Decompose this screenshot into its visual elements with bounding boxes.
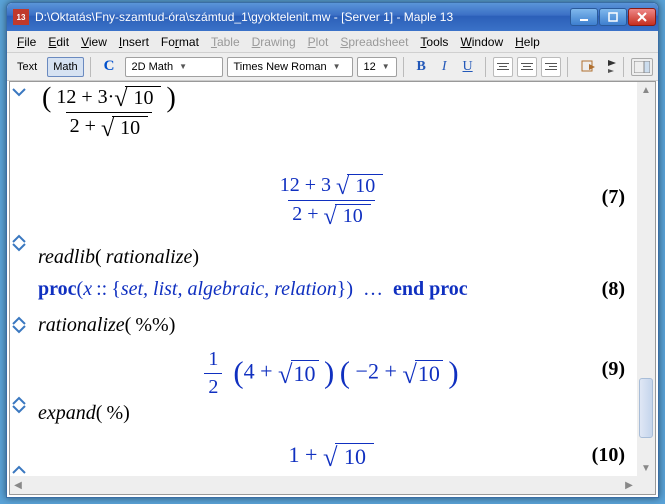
chevron-down-icon: ▼: [333, 62, 341, 71]
input-readlib[interactable]: readlib( rationalize): [38, 246, 199, 269]
section-marker-icon[interactable]: [12, 464, 26, 476]
font-family-label: Times New Roman: [234, 61, 327, 73]
play-icon[interactable]: [607, 59, 617, 67]
align-left-button[interactable]: [493, 57, 513, 77]
horizontal-scrollbar[interactable]: ◀ ▶: [10, 476, 637, 494]
menubar: File Edit View Insert Format Table Drawi…: [7, 31, 658, 53]
bold-button[interactable]: B: [411, 57, 432, 77]
align-right-button[interactable]: [541, 57, 561, 77]
separator: [90, 57, 92, 77]
play-small-icon[interactable]: [607, 67, 617, 75]
section-marker-icon[interactable]: [12, 86, 26, 98]
mode-math-button[interactable]: Math: [47, 57, 83, 77]
style-c-button[interactable]: C: [98, 57, 121, 77]
gutter: [10, 82, 30, 476]
document-body: ( 12 + 3·√ 10 ) 2 + √ 10 12 + 3 √ 10: [34, 82, 629, 476]
output-10: 1 + √ 10: [34, 442, 629, 470]
chevron-down-icon: ▼: [179, 62, 187, 71]
font-size-label: 12: [364, 61, 376, 73]
step-buttons: [607, 59, 617, 75]
section-marker-icon[interactable]: [12, 316, 26, 328]
menu-file[interactable]: File: [11, 33, 42, 51]
menu-tools[interactable]: Tools: [414, 33, 454, 51]
output-9: 1 2 (4 + √10 ) ( −2 + √10 ): [34, 348, 629, 399]
font-size-combo[interactable]: 12 ▼: [357, 57, 397, 77]
titlebar: 13 D:\Oktatás\Fny-szamtud-óra\számtud_1\…: [7, 3, 658, 31]
scroll-up-icon[interactable]: ▲: [637, 82, 655, 98]
align-center-button[interactable]: [517, 57, 537, 77]
chevron-down-icon: ▼: [382, 62, 390, 71]
number: 10: [133, 87, 153, 109]
minimize-button[interactable]: [570, 8, 598, 26]
toolbar: Text Math C 2D Math ▼ Times New Roman ▼ …: [7, 53, 658, 81]
section-marker-icon[interactable]: [12, 396, 26, 408]
scroll-left-icon[interactable]: ◀: [10, 476, 26, 494]
style-combo-label: 2D Math: [132, 61, 174, 73]
menu-plot: Plot: [302, 33, 335, 51]
number: 2: [70, 115, 80, 137]
scroll-right-icon[interactable]: ▶: [621, 476, 637, 494]
maximize-button[interactable]: [599, 8, 627, 26]
output-7: 12 + 3 √ 10 2 + √ 10: [34, 174, 629, 228]
input-expand[interactable]: expand( %): [38, 402, 130, 425]
worksheet[interactable]: ( 12 + 3·√ 10 ) 2 + √ 10 12 + 3 √ 10: [10, 82, 637, 476]
number: 3: [98, 86, 108, 108]
menu-insert[interactable]: Insert: [113, 33, 155, 51]
menu-view[interactable]: View: [75, 33, 113, 51]
number: 10: [120, 117, 140, 139]
italic-button[interactable]: I: [436, 57, 453, 77]
number: 12: [56, 86, 76, 108]
separator: [485, 57, 487, 77]
underline-button[interactable]: U: [457, 57, 479, 77]
window-buttons: [569, 8, 656, 26]
menu-window[interactable]: Window: [454, 33, 509, 51]
panel-toggle-button[interactable]: [631, 58, 653, 76]
menu-edit[interactable]: Edit: [42, 33, 75, 51]
menu-drawing: Drawing: [246, 33, 302, 51]
window-title: D:\Oktatás\Fny-szamtud-óra\számtud_1\gyo…: [35, 10, 569, 24]
separator: [403, 57, 405, 77]
section-marker-icon[interactable]: [12, 234, 26, 246]
scroll-thumb[interactable]: [639, 378, 653, 438]
separator: [623, 57, 625, 77]
input-rationalize[interactable]: rationalize( %%): [38, 314, 175, 337]
execute-button[interactable]: [575, 57, 603, 77]
equation-label-7: (7): [602, 186, 625, 209]
scroll-down-icon[interactable]: ▼: [637, 460, 655, 476]
vertical-scrollbar[interactable]: ▲ ▼: [637, 82, 655, 476]
content-wrap: ( 12 + 3·√ 10 ) 2 + √ 10 12 + 3 √ 10: [9, 81, 656, 495]
equation-label-9: (9): [602, 358, 625, 381]
menu-table: Table: [205, 33, 246, 51]
app-icon: 13: [13, 9, 29, 25]
scroll-corner: [637, 476, 655, 494]
input-expression[interactable]: ( 12 + 3·√ 10 ) 2 + √ 10: [38, 86, 180, 140]
output-8: proc(x :: {set, list, algebraic, relatio…: [38, 278, 468, 301]
close-button[interactable]: [628, 8, 656, 26]
equation-label-10: (10): [592, 444, 625, 467]
menu-help[interactable]: Help: [509, 33, 546, 51]
equation-label-8: (8): [602, 278, 625, 301]
mode-text-button[interactable]: Text: [11, 57, 43, 77]
separator: [567, 57, 569, 77]
style-combo[interactable]: 2D Math ▼: [125, 57, 223, 77]
menu-format[interactable]: Format: [155, 33, 205, 51]
menu-spreadsheet: Spreadsheet: [334, 33, 414, 51]
font-family-combo[interactable]: Times New Roman ▼: [227, 57, 353, 77]
app-window: 13 D:\Oktatás\Fny-szamtud-óra\számtud_1\…: [6, 2, 659, 498]
